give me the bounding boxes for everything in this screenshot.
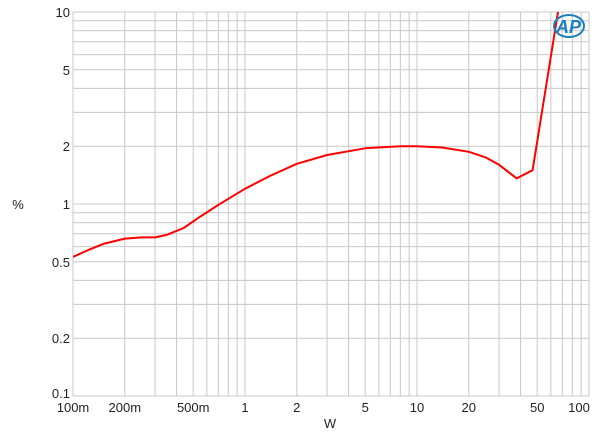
x-tick-label: 20 (462, 400, 476, 415)
series-line-0 (73, 12, 559, 258)
series-group (73, 12, 559, 258)
x-tick-label: 200m (109, 400, 142, 415)
y-axis-label: % (12, 197, 24, 212)
y-tick-label: 0.1 (52, 386, 70, 401)
x-axis-label: W (324, 416, 337, 431)
y-tick-label: 5 (63, 63, 70, 78)
x-tick-label: 100 (568, 400, 590, 415)
y-tick-label: 10 (56, 5, 70, 20)
y-tick-label: 1 (63, 197, 70, 212)
svg-text:AP: AP (555, 17, 582, 37)
x-tick-label: 5 (362, 400, 369, 415)
y-tick-label: 2 (63, 139, 70, 154)
x-tick-label: 50 (530, 400, 544, 415)
x-axis-ticks: 100m 200m 500m 1 2 5 10 20 50 100 (57, 400, 590, 415)
x-tick-label: 500m (177, 400, 210, 415)
x-tick-label: 1 (241, 400, 248, 415)
x-tick-label: 2 (293, 400, 300, 415)
grid (72, 11, 590, 397)
y-tick-label: 0.5 (52, 255, 70, 270)
x-tick-label: 100m (57, 400, 90, 415)
y-tick-label: 0.2 (52, 331, 70, 346)
x-tick-label: 10 (410, 400, 424, 415)
ap-logo: AP (553, 14, 585, 38)
y-axis-ticks: 0.1 0.2 0.5 1 2 5 10 (52, 5, 70, 401)
